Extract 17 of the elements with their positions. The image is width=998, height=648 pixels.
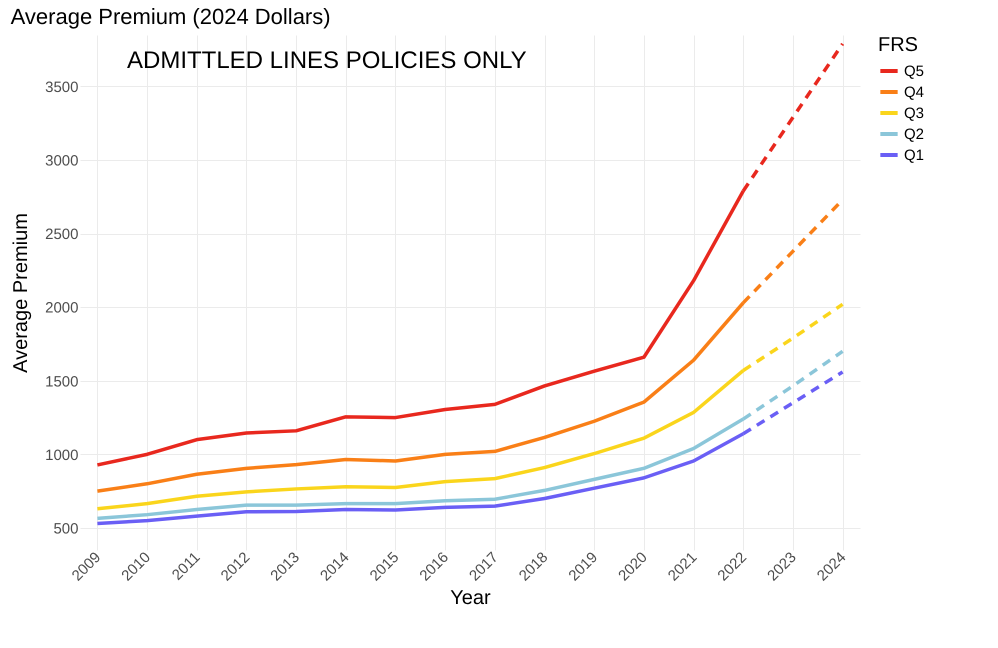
legend-label: Q5 — [904, 63, 924, 80]
y-tick-label: 3500 — [45, 79, 78, 96]
y-axis-title: Average Premium — [10, 213, 32, 373]
legend-label: Q1 — [904, 147, 924, 164]
legend-label: Q4 — [904, 84, 924, 101]
y-tick-label: 1000 — [45, 446, 78, 464]
y-tick-label: 2000 — [45, 300, 78, 317]
annotation: ADMITTLED LINES POLICIES ONLY — [127, 47, 527, 74]
legend-label: Q2 — [904, 126, 924, 143]
chart-title: Average Premium (2024 Dollars) — [10, 4, 331, 29]
x-axis-title: Year — [450, 586, 492, 609]
y-tick-label: 2500 — [45, 226, 78, 244]
y-tick-label: 1500 — [45, 373, 78, 390]
y-tick-label: 500 — [53, 520, 78, 538]
legend-label: Q3 — [904, 105, 924, 122]
y-tick-label: 3000 — [45, 152, 78, 170]
legend-title: FRS — [878, 34, 918, 56]
